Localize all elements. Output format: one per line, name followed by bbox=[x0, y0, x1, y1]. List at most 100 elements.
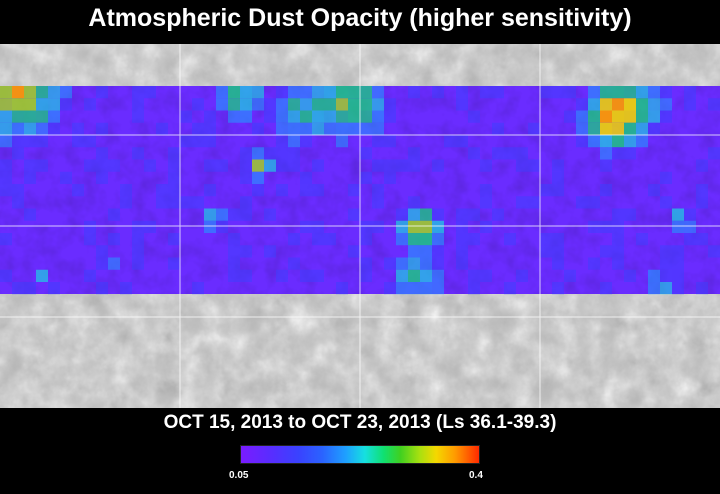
dust-cell bbox=[336, 110, 348, 123]
dust-cell bbox=[300, 86, 312, 99]
dust-cell bbox=[528, 159, 540, 172]
dust-cell bbox=[264, 147, 276, 160]
dust-cell bbox=[420, 269, 432, 282]
dust-cell bbox=[168, 257, 180, 270]
dust-cell bbox=[432, 257, 444, 270]
dust-cell bbox=[696, 282, 708, 295]
dust-cell bbox=[132, 245, 144, 258]
dust-cell bbox=[504, 233, 516, 246]
dust-cell bbox=[456, 233, 468, 246]
dust-cell bbox=[372, 122, 384, 135]
dust-cell bbox=[624, 147, 636, 160]
dust-cell bbox=[612, 86, 624, 99]
dust-cell bbox=[564, 110, 576, 123]
dust-cell bbox=[288, 135, 300, 148]
dust-cell bbox=[156, 184, 168, 197]
dust-cell bbox=[480, 269, 492, 282]
dust-cell bbox=[600, 282, 612, 295]
dust-cell bbox=[36, 135, 48, 148]
dust-cell bbox=[552, 159, 564, 172]
dust-cell bbox=[204, 110, 216, 123]
dust-cell bbox=[288, 86, 300, 99]
dust-cell bbox=[576, 122, 588, 135]
dust-cell bbox=[408, 257, 420, 270]
dust-cell bbox=[0, 171, 12, 184]
dust-cell bbox=[564, 269, 576, 282]
dust-cell bbox=[456, 98, 468, 111]
dust-cell bbox=[624, 98, 636, 111]
dust-cell bbox=[372, 196, 384, 209]
dust-cell bbox=[516, 269, 528, 282]
dust-cell bbox=[300, 122, 312, 135]
dust-cell bbox=[0, 98, 12, 111]
dust-cell bbox=[156, 196, 168, 209]
dust-cell bbox=[300, 171, 312, 184]
dust-cell bbox=[360, 171, 372, 184]
dust-cell bbox=[96, 86, 108, 99]
dust-cell bbox=[240, 171, 252, 184]
dust-cell bbox=[120, 196, 132, 209]
dust-cell bbox=[24, 208, 36, 221]
dust-cell bbox=[300, 184, 312, 197]
dust-cell bbox=[60, 86, 72, 99]
dust-cell bbox=[612, 245, 624, 258]
dust-cell bbox=[360, 86, 372, 99]
dust-cell bbox=[96, 257, 108, 270]
dust-cell bbox=[216, 220, 228, 233]
dust-cell bbox=[24, 282, 36, 295]
dust-cell bbox=[72, 122, 84, 135]
colorbar-min-label: 0.05 bbox=[229, 470, 249, 481]
dust-cell bbox=[492, 208, 504, 221]
dust-cell bbox=[468, 208, 480, 221]
dust-cell bbox=[276, 98, 288, 111]
dust-cell bbox=[684, 233, 696, 246]
dust-cell bbox=[480, 86, 492, 99]
dust-cell bbox=[708, 98, 720, 111]
dust-cell bbox=[12, 110, 24, 123]
dust-cell bbox=[276, 110, 288, 123]
dust-cell bbox=[0, 233, 12, 246]
dust-cell bbox=[660, 245, 672, 258]
dust-cell bbox=[288, 147, 300, 160]
dust-cell bbox=[420, 257, 432, 270]
colorbar bbox=[240, 445, 480, 464]
dust-cell bbox=[264, 110, 276, 123]
dust-cell bbox=[624, 110, 636, 123]
dust-cell bbox=[384, 135, 396, 148]
dust-cell bbox=[504, 282, 516, 295]
dust-cell bbox=[444, 135, 456, 148]
dust-cell bbox=[408, 208, 420, 221]
dust-cell bbox=[0, 86, 12, 99]
dust-cell bbox=[648, 86, 660, 99]
dust-cell bbox=[396, 282, 408, 295]
dust-cell bbox=[360, 257, 372, 270]
dust-cell bbox=[432, 208, 444, 221]
dust-cell bbox=[120, 184, 132, 197]
dust-cell bbox=[168, 171, 180, 184]
dust-cell bbox=[684, 220, 696, 233]
dust-cell bbox=[360, 269, 372, 282]
dust-cell bbox=[216, 159, 228, 172]
dust-cell bbox=[204, 208, 216, 221]
dust-cell bbox=[552, 257, 564, 270]
mars-map bbox=[0, 44, 720, 408]
dust-cell bbox=[300, 220, 312, 233]
dust-cell bbox=[288, 159, 300, 172]
dust-cell bbox=[660, 257, 672, 270]
dust-cell bbox=[12, 135, 24, 148]
dust-cell bbox=[660, 196, 672, 209]
dust-cell bbox=[384, 159, 396, 172]
dust-cell bbox=[108, 257, 120, 270]
dust-cell bbox=[360, 147, 372, 160]
dust-cell bbox=[396, 208, 408, 221]
dust-cell bbox=[504, 147, 516, 160]
dust-cell bbox=[336, 98, 348, 111]
dust-cell bbox=[432, 159, 444, 172]
dust-cell bbox=[636, 135, 648, 148]
dust-cell bbox=[348, 86, 360, 99]
dust-cell bbox=[408, 282, 420, 295]
dust-cell bbox=[600, 245, 612, 258]
dust-cell bbox=[156, 122, 168, 135]
dust-cell bbox=[408, 196, 420, 209]
dust-cell bbox=[228, 86, 240, 99]
